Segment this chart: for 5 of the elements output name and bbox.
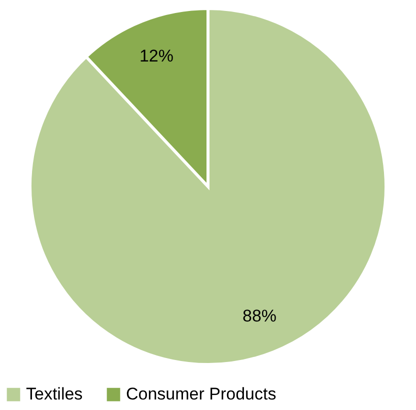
data-label: 88% <box>242 306 277 326</box>
legend-label: Consumer Products <box>126 384 276 404</box>
legend-label: Textiles <box>26 384 83 404</box>
pie-slice <box>28 7 388 366</box>
data-label: 12% <box>139 46 174 66</box>
